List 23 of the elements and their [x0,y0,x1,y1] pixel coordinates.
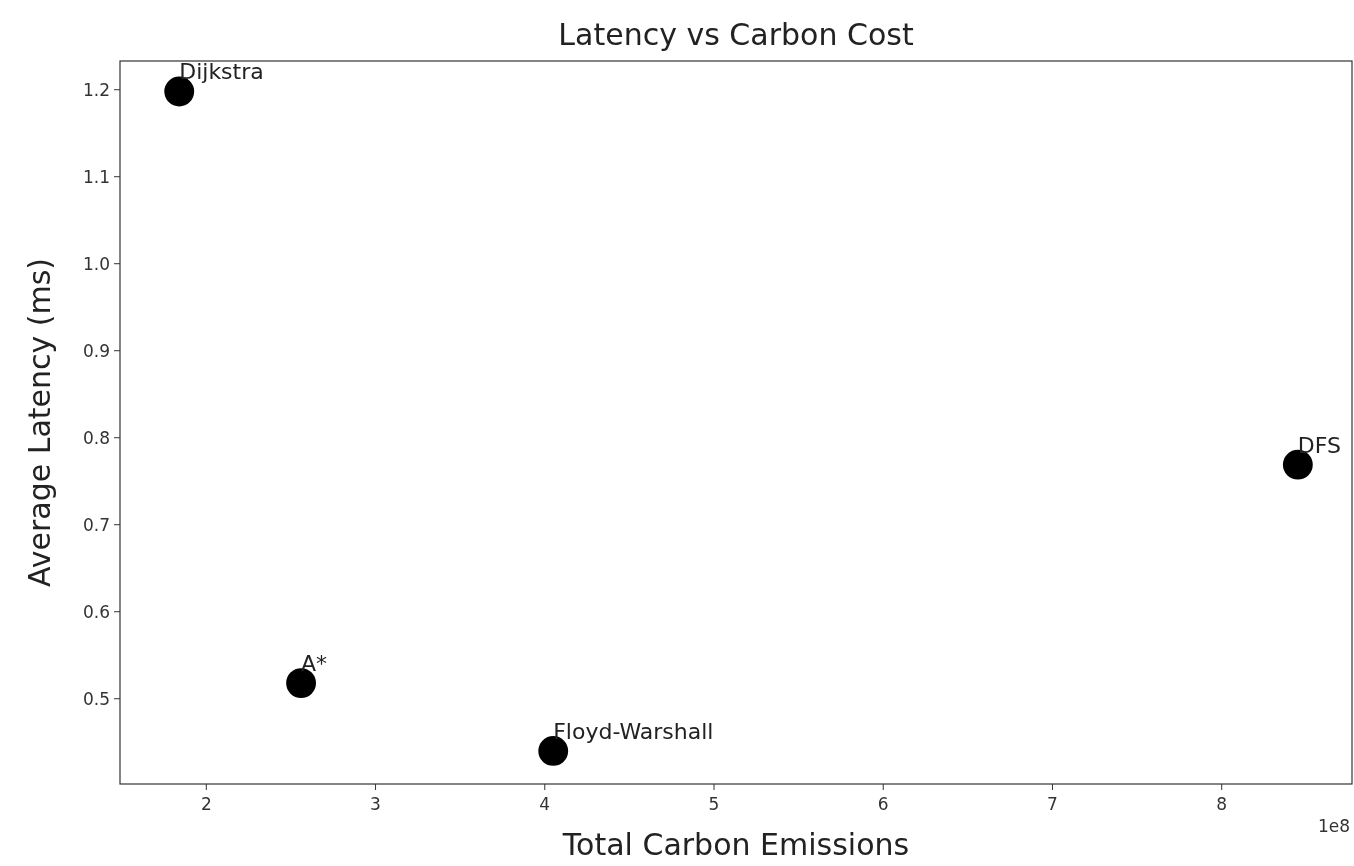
y-tick-label: 0.7 [82,514,110,535]
x-tick-label: 3 [370,794,381,814]
y-tick-label: 0.9 [82,340,110,361]
annotation: Floyd-Warshall [553,718,714,744]
y-tick-label: 1.0 [82,253,110,274]
y-tick-label: 0.8 [82,427,110,448]
y-tick-label: 1.2 [82,79,110,100]
x-tick-label: 7 [1047,794,1058,814]
text: 1e8 [1317,816,1350,836]
x-axis-title: Total Carbon Emissions [561,827,910,862]
x-tick-label: 8 [1216,794,1228,814]
chart-title: Latency vs Carbon Cost [558,17,914,52]
y-tick-label: 0.6 [82,601,110,622]
annotation: Dijkstra [179,59,264,85]
y-tick-label: 0.5 [82,688,110,709]
annotation: DFS [1297,432,1342,458]
y-tick-label: 1.1 [82,166,110,187]
x-tick-label: 5 [708,794,720,814]
annotation: A* [301,651,328,677]
x-tick-label: 6 [877,794,889,814]
x-tick-label: 4 [539,794,551,814]
x-tick-label: 2 [200,794,212,814]
y-axis-title: Average Latency (ms) [22,257,57,588]
